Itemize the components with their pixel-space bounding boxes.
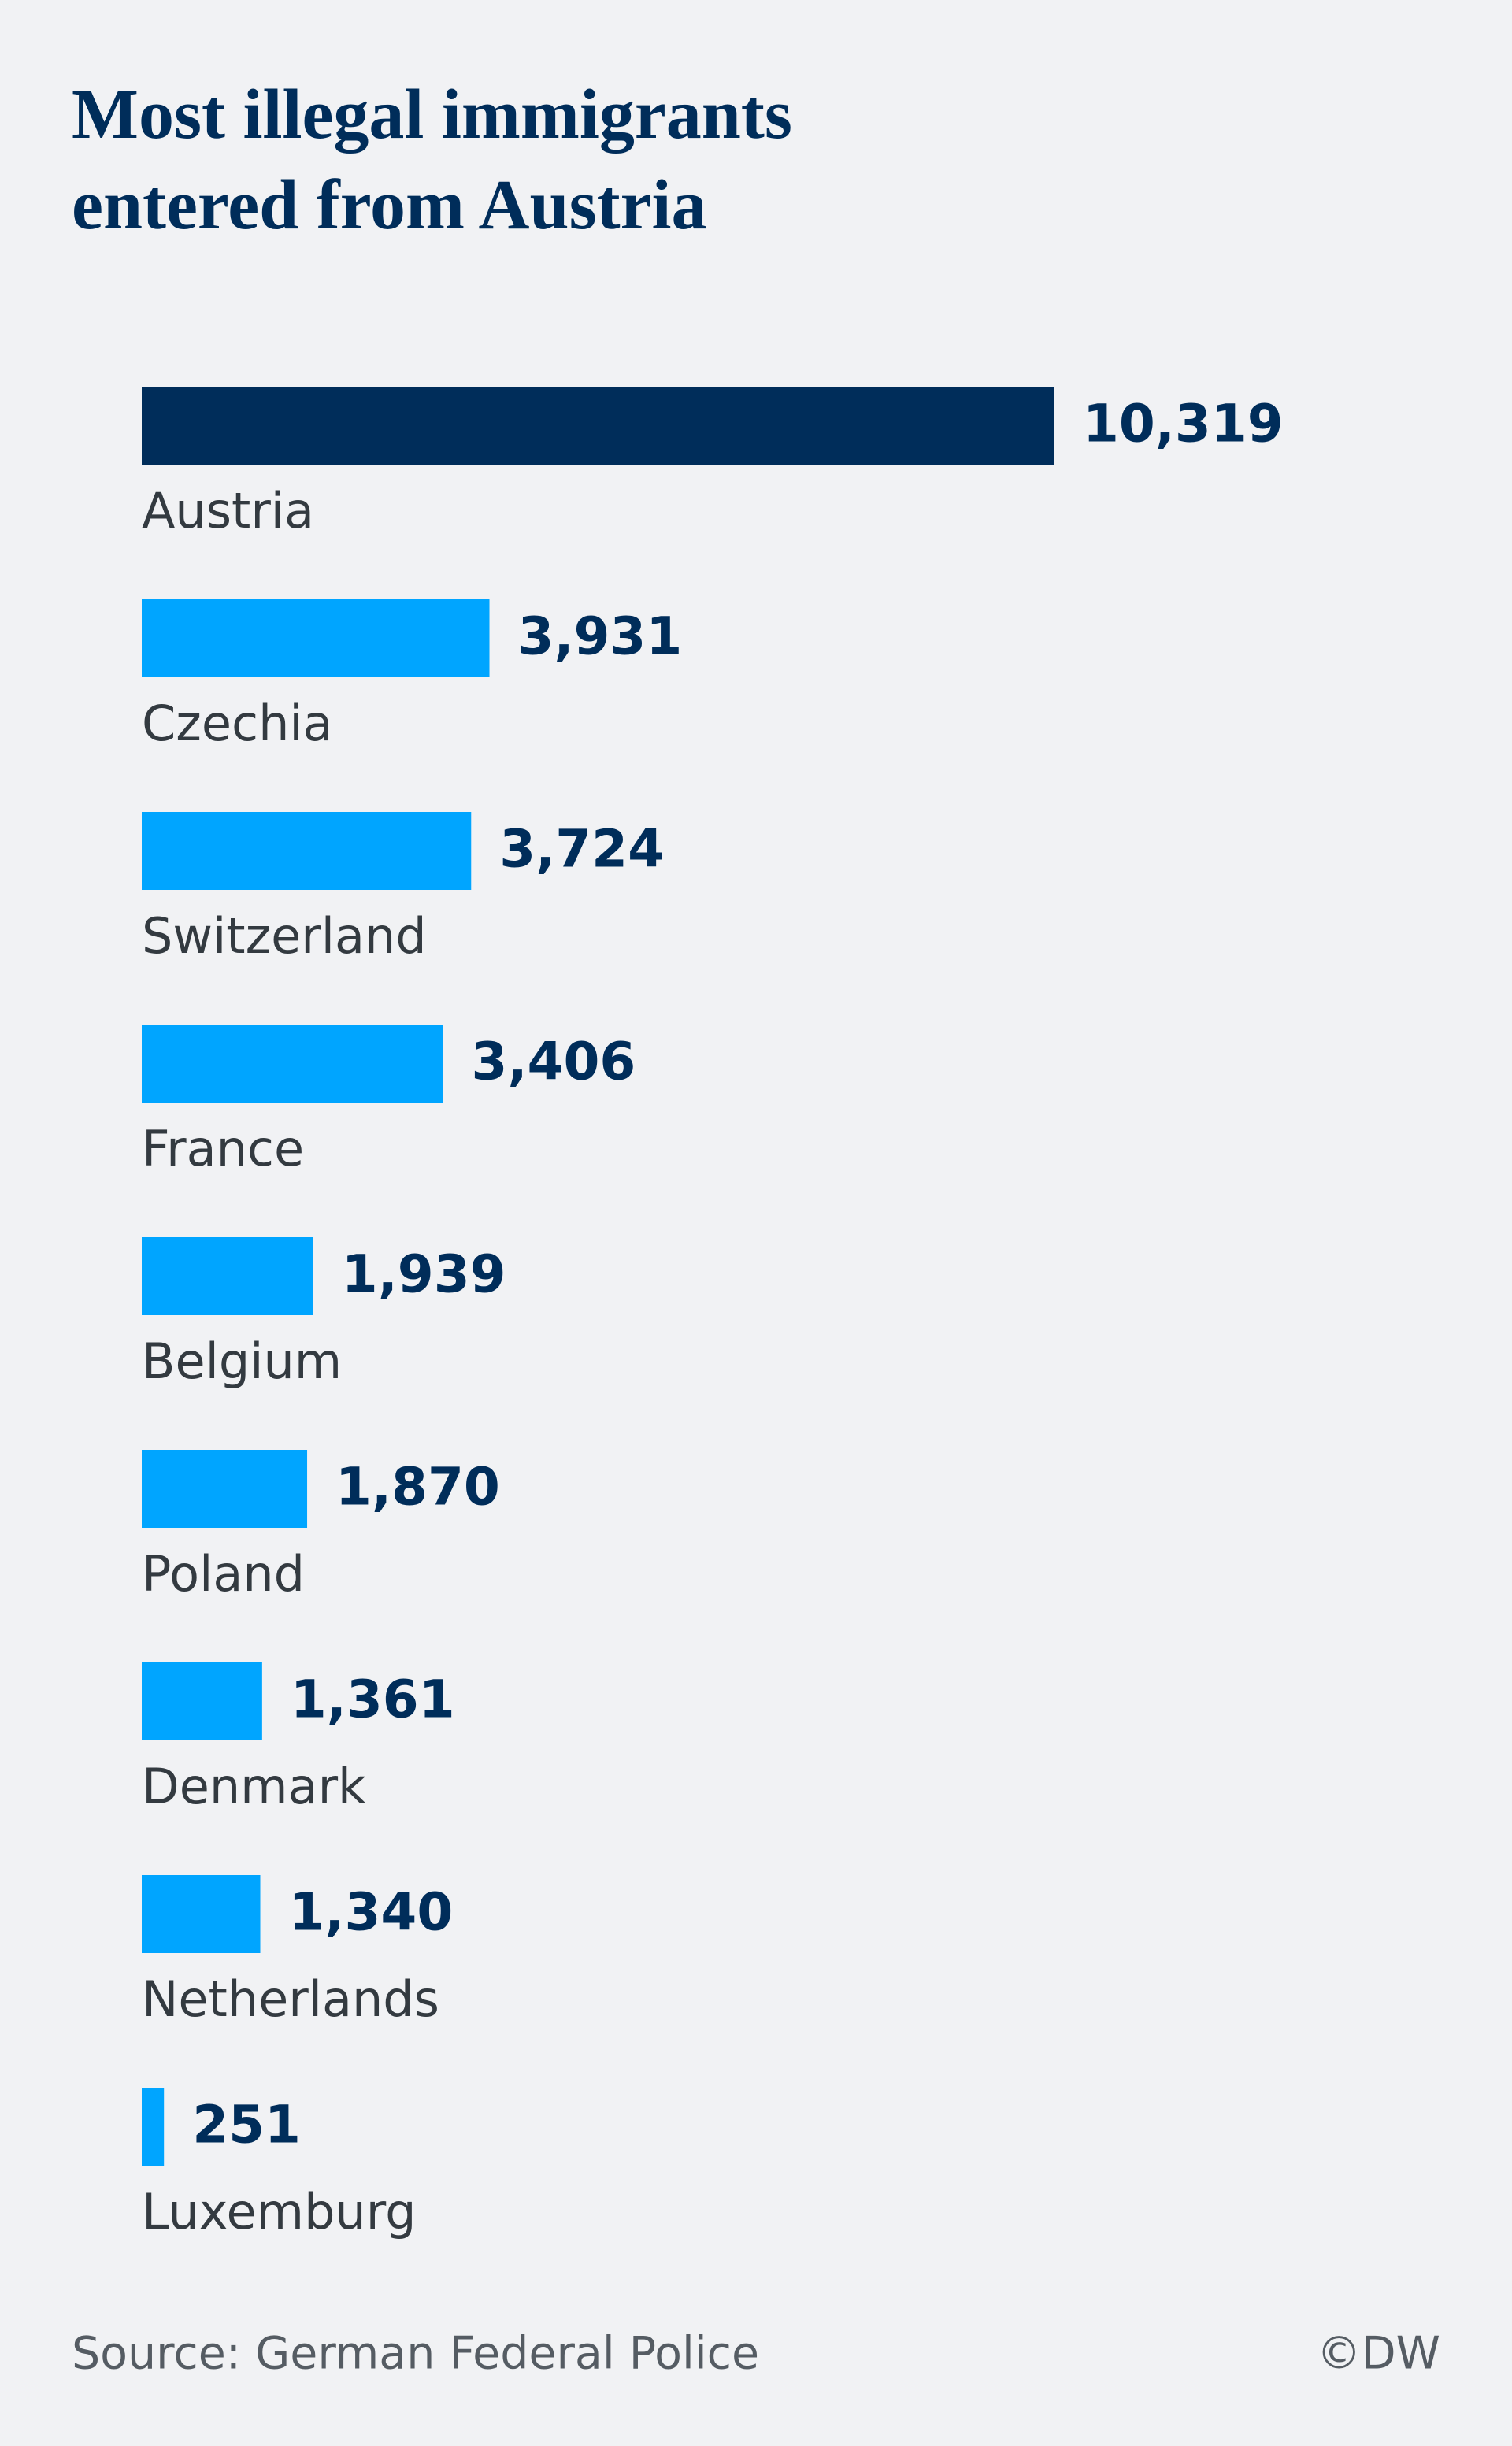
bar — [142, 1450, 308, 1528]
value-label: 3,724 — [499, 819, 664, 880]
value-label: 10,319 — [1083, 394, 1284, 454]
bar — [142, 1875, 261, 1953]
bar — [142, 387, 1054, 465]
value-label: 3,931 — [518, 606, 683, 667]
category-label: Denmark — [142, 1758, 366, 1815]
value-label: 1,939 — [342, 1244, 506, 1305]
category-label: Switzerland — [142, 907, 427, 965]
bar — [142, 1237, 313, 1315]
category-label: Netherlands — [142, 1970, 439, 2028]
category-label: Luxemburg — [142, 2183, 416, 2240]
category-label: Belgium — [142, 1332, 342, 1390]
bar — [142, 812, 472, 890]
value-label: 3,406 — [472, 1032, 636, 1092]
category-label: Poland — [142, 1545, 305, 1603]
value-label: 1,870 — [335, 1457, 500, 1518]
bar — [142, 1025, 443, 1103]
source: Source: German Federal Police — [72, 2328, 759, 2380]
category-label: France — [142, 1120, 304, 1177]
category-label: Austria — [142, 482, 314, 539]
value-label: 1,361 — [291, 1670, 455, 1730]
value-label: 1,340 — [289, 1882, 454, 1943]
chart-title: Most illegal immigrants entered from Aus… — [72, 76, 792, 244]
category-label: Czechia — [142, 695, 333, 752]
credit: ©DW — [1317, 2328, 1440, 2380]
value-label: 251 — [192, 2095, 301, 2155]
bar — [142, 1662, 262, 1740]
bar — [142, 599, 490, 677]
bar — [142, 2088, 165, 2166]
